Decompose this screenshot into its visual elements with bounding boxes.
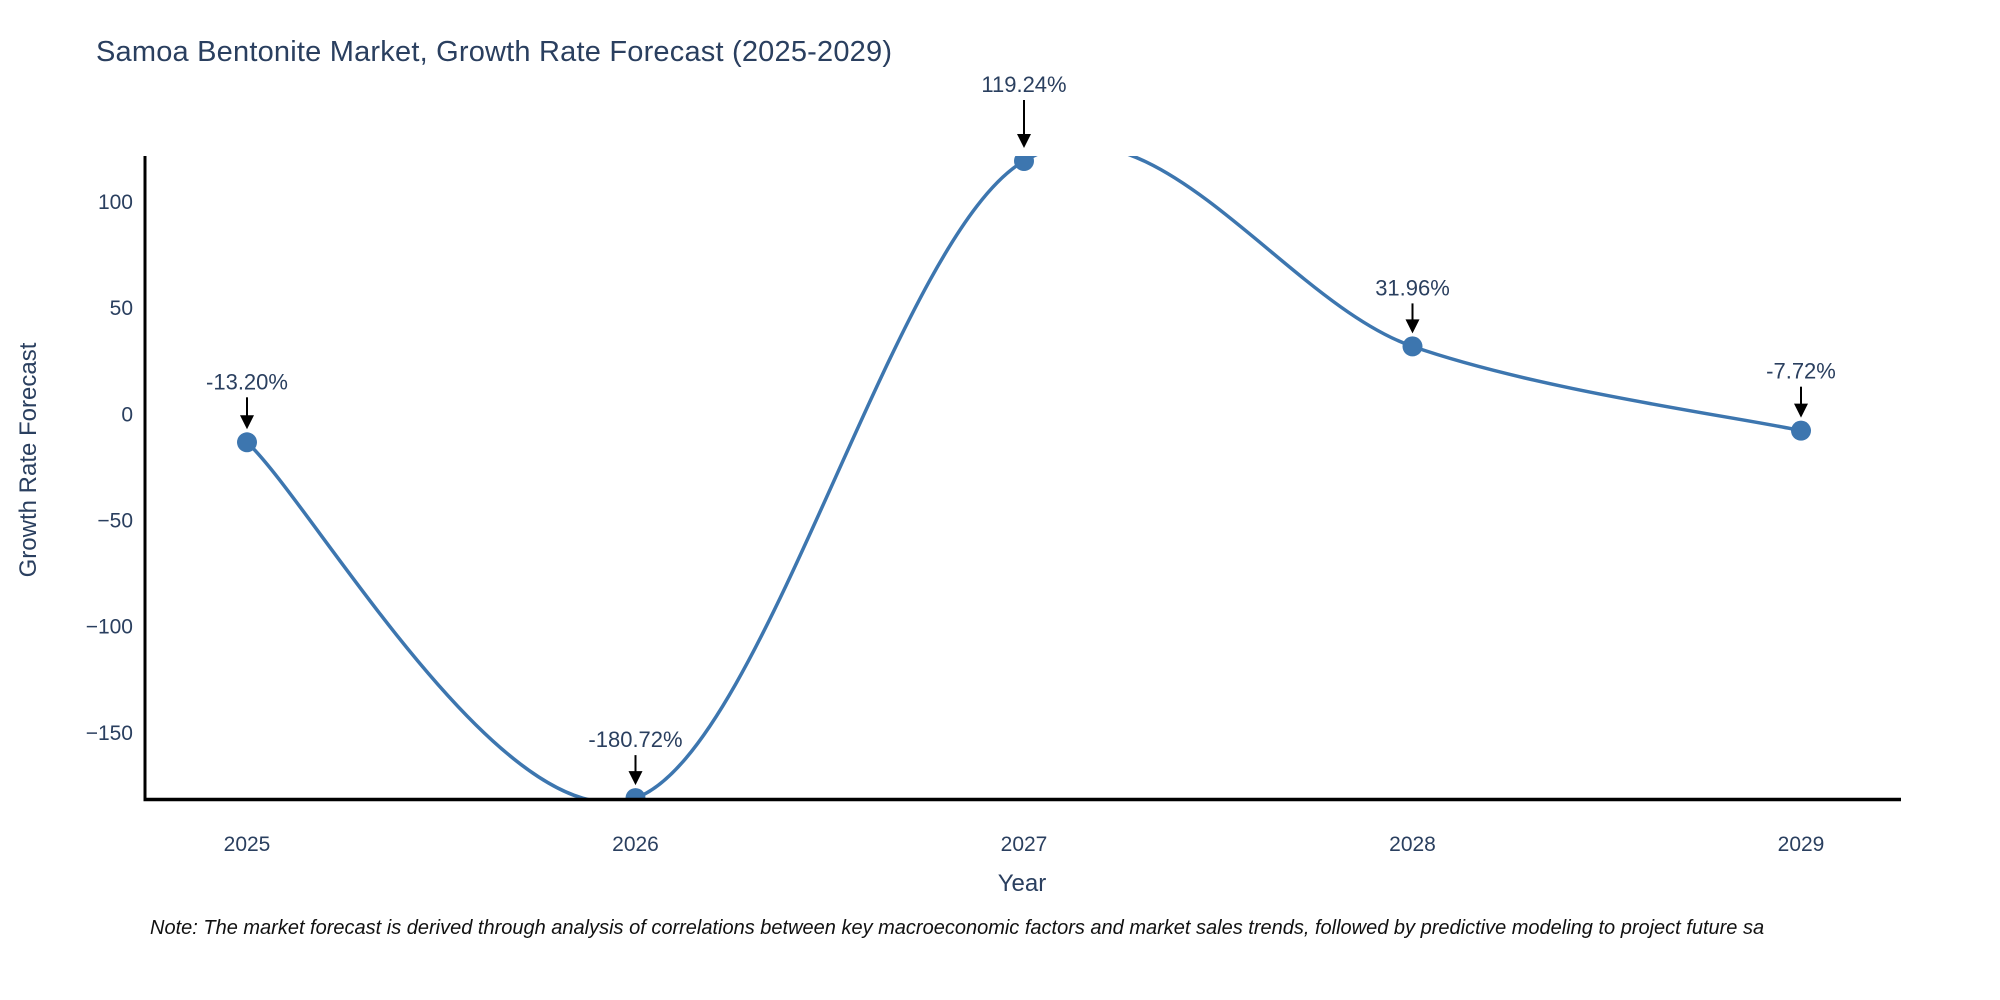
x-tick-label: 2025 <box>224 833 271 856</box>
data-label: 119.24% <box>981 72 1066 97</box>
y-tick-label: −150 <box>86 722 133 745</box>
series-clip-group <box>237 156 1811 799</box>
chart-title: Samoa Bentonite Market, Growth Rate Fore… <box>96 36 893 68</box>
data-point-marker <box>1791 420 1811 441</box>
data-point-marker <box>237 432 257 453</box>
data-label: 31.96% <box>1375 275 1450 300</box>
y-tick-label: 100 <box>98 191 133 214</box>
annotation-arrow-head-icon <box>240 415 254 430</box>
annotation-arrow-head-icon <box>1017 134 1031 149</box>
x-tick-label: 2028 <box>1389 833 1436 856</box>
data-point-marker <box>625 788 646 799</box>
data-label: -180.72% <box>588 727 682 752</box>
growth-rate-line <box>245 156 1802 799</box>
annotation-arrow-head-icon <box>1794 403 1808 418</box>
annotation-arrow-head-icon <box>1405 319 1420 334</box>
y-tick-label: −50 <box>97 509 133 532</box>
annotation-arrow-head-icon <box>628 771 643 786</box>
y-tick-label: 50 <box>110 297 133 320</box>
x-axis-title: Year <box>998 870 1047 897</box>
data-label: -13.20% <box>206 369 288 394</box>
x-tick-label: 2029 <box>1778 833 1825 856</box>
x-tick-label: 2027 <box>1001 833 1048 856</box>
x-tick-label: 2026 <box>612 833 659 856</box>
plot-generated-layer: 100 50 0 −50 −100 −150 2025 2026 2027 2028 2029 -13… <box>86 72 1901 856</box>
data-point-marker <box>1402 336 1423 357</box>
data-label: -7.72% <box>1766 359 1836 384</box>
note-text: Note: The market forecast is derived thr… <box>150 917 1765 939</box>
y-tick-label: 0 <box>121 403 133 426</box>
y-tick-label: −100 <box>86 616 133 639</box>
y-axis-title: Growth Rate Forecast <box>15 342 42 577</box>
data-point-marker <box>1014 156 1034 172</box>
